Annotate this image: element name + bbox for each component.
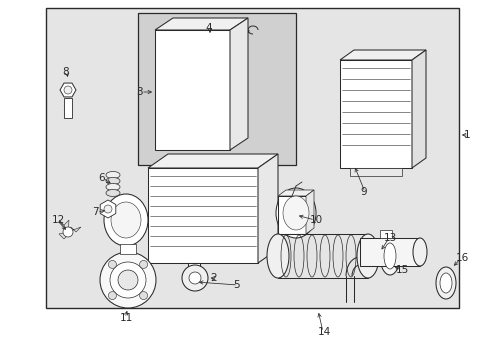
Bar (349, 168, 401, 176)
Bar (187, 263, 200, 277)
Text: 14: 14 (317, 327, 330, 337)
Ellipse shape (189, 274, 199, 280)
Text: 1: 1 (463, 130, 469, 140)
Polygon shape (411, 50, 425, 168)
Ellipse shape (266, 234, 288, 278)
Polygon shape (339, 50, 425, 60)
Polygon shape (59, 220, 69, 232)
Ellipse shape (106, 177, 120, 185)
Ellipse shape (439, 273, 451, 293)
Bar (46, 8, 458, 308)
Bar (379, 230, 391, 238)
Ellipse shape (111, 202, 141, 238)
Ellipse shape (283, 196, 308, 230)
Polygon shape (148, 154, 278, 168)
Ellipse shape (64, 86, 72, 94)
Bar (148, 168, 258, 263)
Bar (64, 98, 72, 118)
Ellipse shape (100, 252, 156, 308)
Text: 2: 2 (209, 273, 216, 283)
Text: 15: 15 (395, 265, 408, 275)
Bar (339, 60, 411, 168)
Polygon shape (229, 18, 247, 150)
Polygon shape (100, 200, 116, 218)
Ellipse shape (106, 171, 120, 179)
Ellipse shape (108, 292, 116, 300)
Ellipse shape (63, 227, 73, 237)
Ellipse shape (108, 260, 116, 269)
Ellipse shape (189, 272, 201, 284)
Text: 5: 5 (232, 280, 239, 290)
Text: 3: 3 (136, 87, 142, 97)
Ellipse shape (104, 205, 112, 213)
Ellipse shape (182, 265, 207, 291)
Bar (120, 244, 136, 254)
Polygon shape (68, 227, 81, 232)
Ellipse shape (106, 189, 120, 197)
Ellipse shape (106, 184, 120, 190)
Polygon shape (278, 190, 313, 196)
Ellipse shape (104, 194, 148, 246)
Bar (278, 196, 305, 234)
Ellipse shape (139, 260, 147, 269)
Ellipse shape (412, 238, 426, 266)
Text: 9: 9 (359, 187, 366, 197)
Text: 7: 7 (92, 207, 99, 217)
Ellipse shape (139, 292, 147, 300)
Polygon shape (60, 83, 76, 97)
Polygon shape (155, 18, 247, 30)
Ellipse shape (356, 234, 378, 278)
Ellipse shape (383, 243, 395, 269)
Text: 16: 16 (455, 253, 468, 263)
Text: 10: 10 (309, 215, 323, 225)
Polygon shape (305, 190, 313, 234)
Ellipse shape (435, 267, 455, 299)
Text: 11: 11 (120, 313, 133, 323)
Ellipse shape (275, 188, 315, 238)
Text: 8: 8 (62, 67, 68, 77)
Bar (155, 30, 229, 150)
Text: 4: 4 (204, 23, 211, 33)
Ellipse shape (110, 262, 146, 298)
Text: 6: 6 (98, 173, 104, 183)
Text: 13: 13 (383, 233, 396, 243)
Polygon shape (59, 232, 69, 239)
Ellipse shape (118, 270, 138, 290)
Bar (138, 13, 295, 165)
Ellipse shape (379, 237, 399, 275)
Bar (359, 238, 419, 266)
Polygon shape (258, 154, 278, 263)
Text: 12: 12 (52, 215, 65, 225)
